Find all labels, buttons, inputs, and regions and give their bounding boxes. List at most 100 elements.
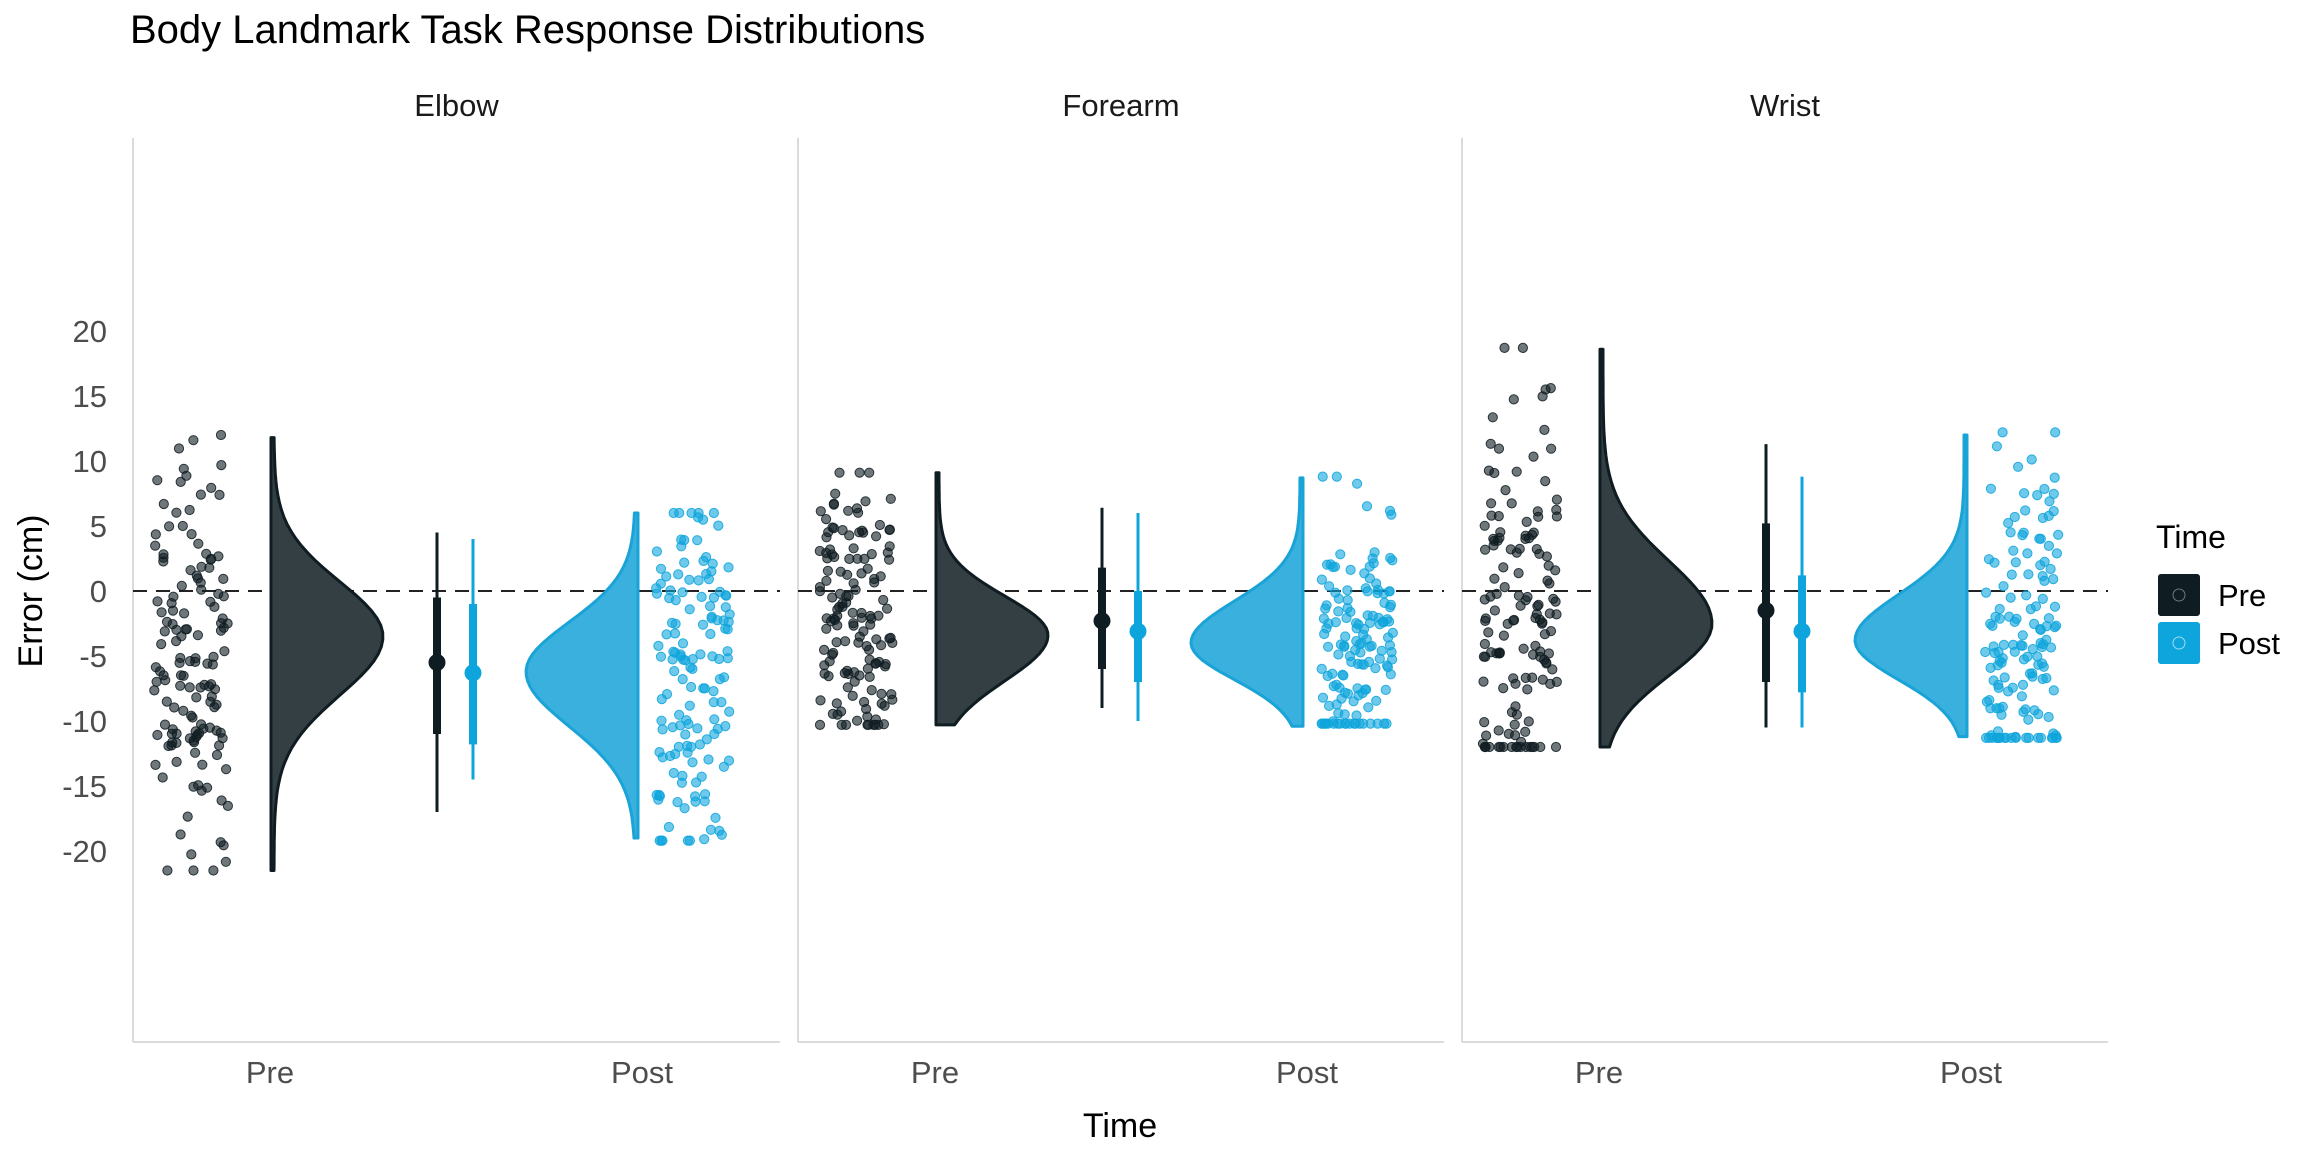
data-point-elbow-pre [159,626,170,637]
data-point-wrist-post [2010,557,2021,568]
data-point-forearm-post [1361,501,1373,512]
data-point-elbow-pre [206,679,217,690]
data-point-elbow-pre [205,696,216,708]
data-point-forearm-post [1340,631,1351,642]
data-point-wrist-pre [1506,498,1517,509]
data-point-forearm-pre [828,499,840,510]
data-point-wrist-post [2037,593,2048,605]
data-point-elbow-pre [184,682,195,693]
data-point-elbow-post [722,624,733,635]
data-point-wrist-pre [1542,575,1553,586]
legend-key-dot [2172,588,2186,602]
data-point-wrist-pre [1515,600,1526,611]
data-point-forearm-pre [814,582,826,593]
data-point-elbow-post [667,617,678,629]
data-point-forearm-pre [834,467,845,478]
data-point-elbow-post [683,718,694,730]
data-point-forearm-post [1335,549,1346,560]
data-point-elbow-post [698,683,709,694]
data-point-forearm-post [1361,634,1372,645]
data-point-elbow-pre [186,710,197,721]
data-point-forearm-post [1324,581,1335,592]
data-point-elbow-pre [167,619,178,630]
data-point-elbow-pre [208,865,219,876]
data-point-wrist-pre [1489,605,1501,616]
data-point-wrist-post [2022,651,2033,662]
data-point-wrist-post [2020,704,2031,715]
data-point-elbow-post [663,821,675,833]
data-point-elbow-pre [167,605,179,616]
x-tick-label: Post [1276,1055,1338,1090]
data-point-elbow-pre [217,733,228,744]
data-point-elbow-post [714,674,726,685]
data-point-elbow-post [686,681,697,693]
data-point-elbow-pre [176,580,187,592]
data-point-elbow-pre [164,521,175,532]
data-point-wrist-pre [1493,510,1504,522]
data-point-wrist-post [2045,563,2056,575]
data-point-elbow-post [705,824,717,835]
y-tick-label: 0 [90,574,107,609]
data-point-wrist-post [2037,673,2048,685]
data-point-wrist-pre [1483,465,1495,476]
text-layer: -20 -15 -10 -5 0 5 10 15 20 Error (cm) Time Elbow Pr… [12,88,2002,1145]
data-point-wrist-post [1993,679,2004,691]
data-point-forearm-post [1351,710,1362,721]
density-wrist-post [1853,433,1969,739]
data-point-forearm-pre [847,607,858,618]
data-point-wrist-pre [1494,647,1505,658]
data-point-elbow-post [656,715,667,726]
data-point-elbow-pre [150,540,161,551]
data-point-wrist-pre [1511,466,1522,477]
data-point-forearm-pre [843,668,854,680]
data-point-elbow-pre [204,722,215,733]
data-point-wrist-post [1988,641,1999,652]
data-point-forearm-pre [862,663,874,674]
data-point-forearm-pre [854,527,865,538]
data-point-forearm-pre [821,613,832,624]
data-point-wrist-post [2043,711,2054,723]
data-point-elbow-pre [161,696,172,707]
data-point-wrist-post [1985,483,1997,494]
data-point-wrist-post [2048,574,2059,585]
data-point-forearm-post [1317,692,1329,703]
data-point-elbow-post [657,724,668,735]
data-point-forearm-post [1371,695,1382,706]
data-point-wrist-post [2035,560,2046,571]
data-point-forearm-pre [871,531,882,542]
data-point-forearm-post [1359,568,1370,579]
data-point-forearm-pre [869,573,880,585]
data-point-wrist-post [2008,545,2019,556]
data-point-elbow-pre [175,670,187,681]
data-point-elbow-post [656,694,667,705]
data-point-wrist-pre [1498,630,1510,641]
data-point-wrist-post [2009,616,2020,628]
data-point-forearm-post [1342,585,1353,596]
legend: Time Pre Post [2156,519,2280,664]
data-point-elbow-pre [188,435,199,446]
data-point-wrist-pre [1505,544,1516,555]
data-point-forearm-post [1333,606,1344,617]
data-point-wrist-post [1989,557,2000,568]
data-point-forearm-post [1374,653,1385,664]
mean-point-elbow-pre [428,654,446,671]
data-point-wrist-pre [1545,383,1556,394]
data-point-forearm-pre [823,671,834,682]
data-point-wrist-pre [1479,717,1490,728]
data-point-wrist-post [2005,527,2016,538]
data-point-wrist-pre [1498,562,1509,573]
data-point-elbow-post [718,615,729,626]
data-point-elbow-post [697,619,709,630]
data-point-wrist-pre [1493,725,1504,736]
data-point-forearm-pre [856,612,867,623]
data-point-elbow-pre [213,588,224,600]
data-point-elbow-pre [186,849,197,860]
data-point-wrist-post [2026,454,2037,465]
data-point-wrist-pre [1517,342,1529,353]
data-point-wrist-pre [1551,676,1562,688]
data-point-wrist-post [2039,483,2050,495]
data-point-wrist-pre [1540,476,1551,487]
data-point-forearm-post [1327,561,1338,573]
data-point-elbow-post [693,507,704,519]
